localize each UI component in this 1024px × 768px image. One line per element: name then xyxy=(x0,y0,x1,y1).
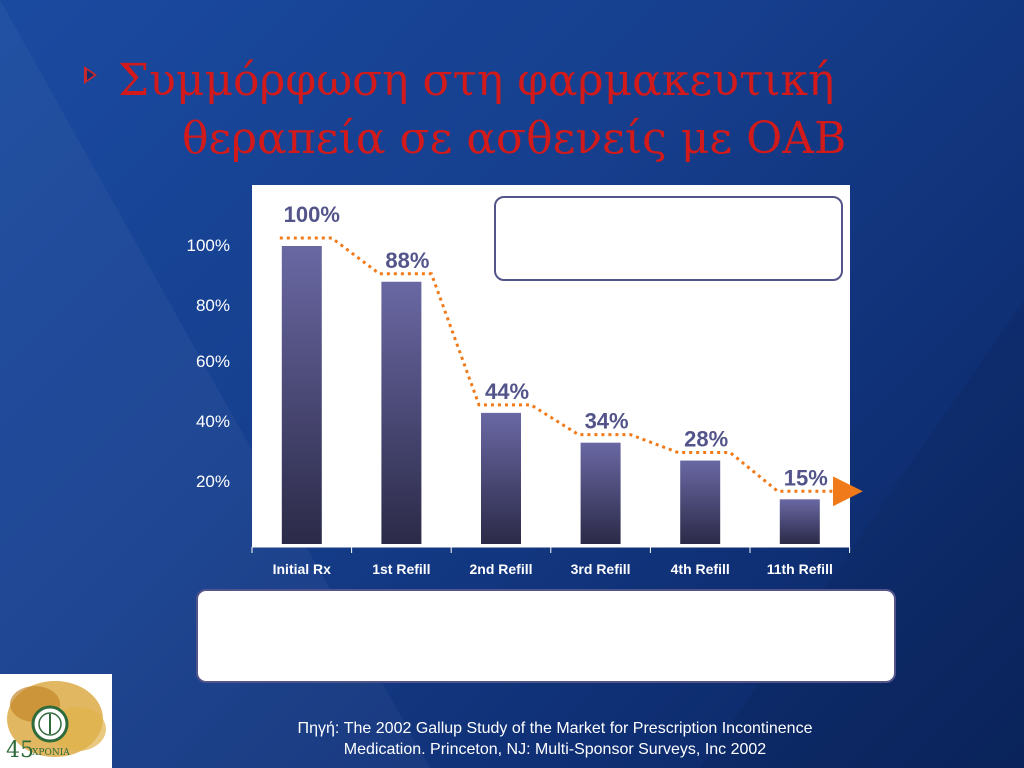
data-label-1: 88% xyxy=(385,248,429,273)
title-line-1: Συμμόρφωση στη φαρμακευτική xyxy=(118,55,835,106)
callout-box-top xyxy=(494,196,843,281)
bar-5 xyxy=(779,499,820,544)
logo: 45 ΧΡΟΝΙΑ xyxy=(0,674,112,768)
data-label-4: 28% xyxy=(684,427,728,452)
data-label-5: 15% xyxy=(784,465,828,490)
y-tick-label-4: 100% xyxy=(186,236,230,255)
source-citation: Πηγή: The 2002 Gallup Study of the Marke… xyxy=(200,718,910,760)
x-label-1: 1st Refill xyxy=(372,561,431,577)
bar-2 xyxy=(481,412,521,544)
slide-title: Συμμόρφωση στη φαρμακευτική θεραπεία σε … xyxy=(118,52,938,168)
data-label-0: 100% xyxy=(284,202,340,227)
data-label-3: 34% xyxy=(585,409,629,434)
callout-box-bottom xyxy=(196,589,896,683)
source-line-1: Πηγή: The 2002 Gallup Study of the Marke… xyxy=(297,720,813,737)
title-bullet-icon xyxy=(84,66,97,84)
bar-0 xyxy=(281,246,322,544)
x-label-2: 2nd Refill xyxy=(469,561,533,577)
logo-number: 45 xyxy=(6,738,34,763)
bar-3 xyxy=(580,442,621,544)
x-label-0: Initial Rx xyxy=(272,561,331,577)
y-tick-label-2: 60% xyxy=(195,352,230,371)
title-line-2: θεραπεία σε ασθενείς με OAB xyxy=(182,113,847,164)
y-tick-label-3: 80% xyxy=(195,296,230,315)
bar-4 xyxy=(680,460,721,544)
logo-subtext: ΧΡΟΝΙΑ xyxy=(32,748,70,758)
bar-1 xyxy=(381,281,422,544)
x-label-4: 4th Refill xyxy=(670,561,730,577)
data-label-2: 44% xyxy=(485,379,529,404)
x-label-5: 11th Refill xyxy=(766,561,833,577)
y-tick-label-0: 20% xyxy=(195,472,230,491)
trend-line xyxy=(279,236,863,507)
source-line-2: Medication. Princeton, NJ: Multi-Sponsor… xyxy=(343,741,767,758)
y-tick-label-1: 40% xyxy=(195,412,230,431)
x-label-3: 3rd Refill xyxy=(570,561,631,577)
logo-emblem-icon xyxy=(7,681,106,757)
